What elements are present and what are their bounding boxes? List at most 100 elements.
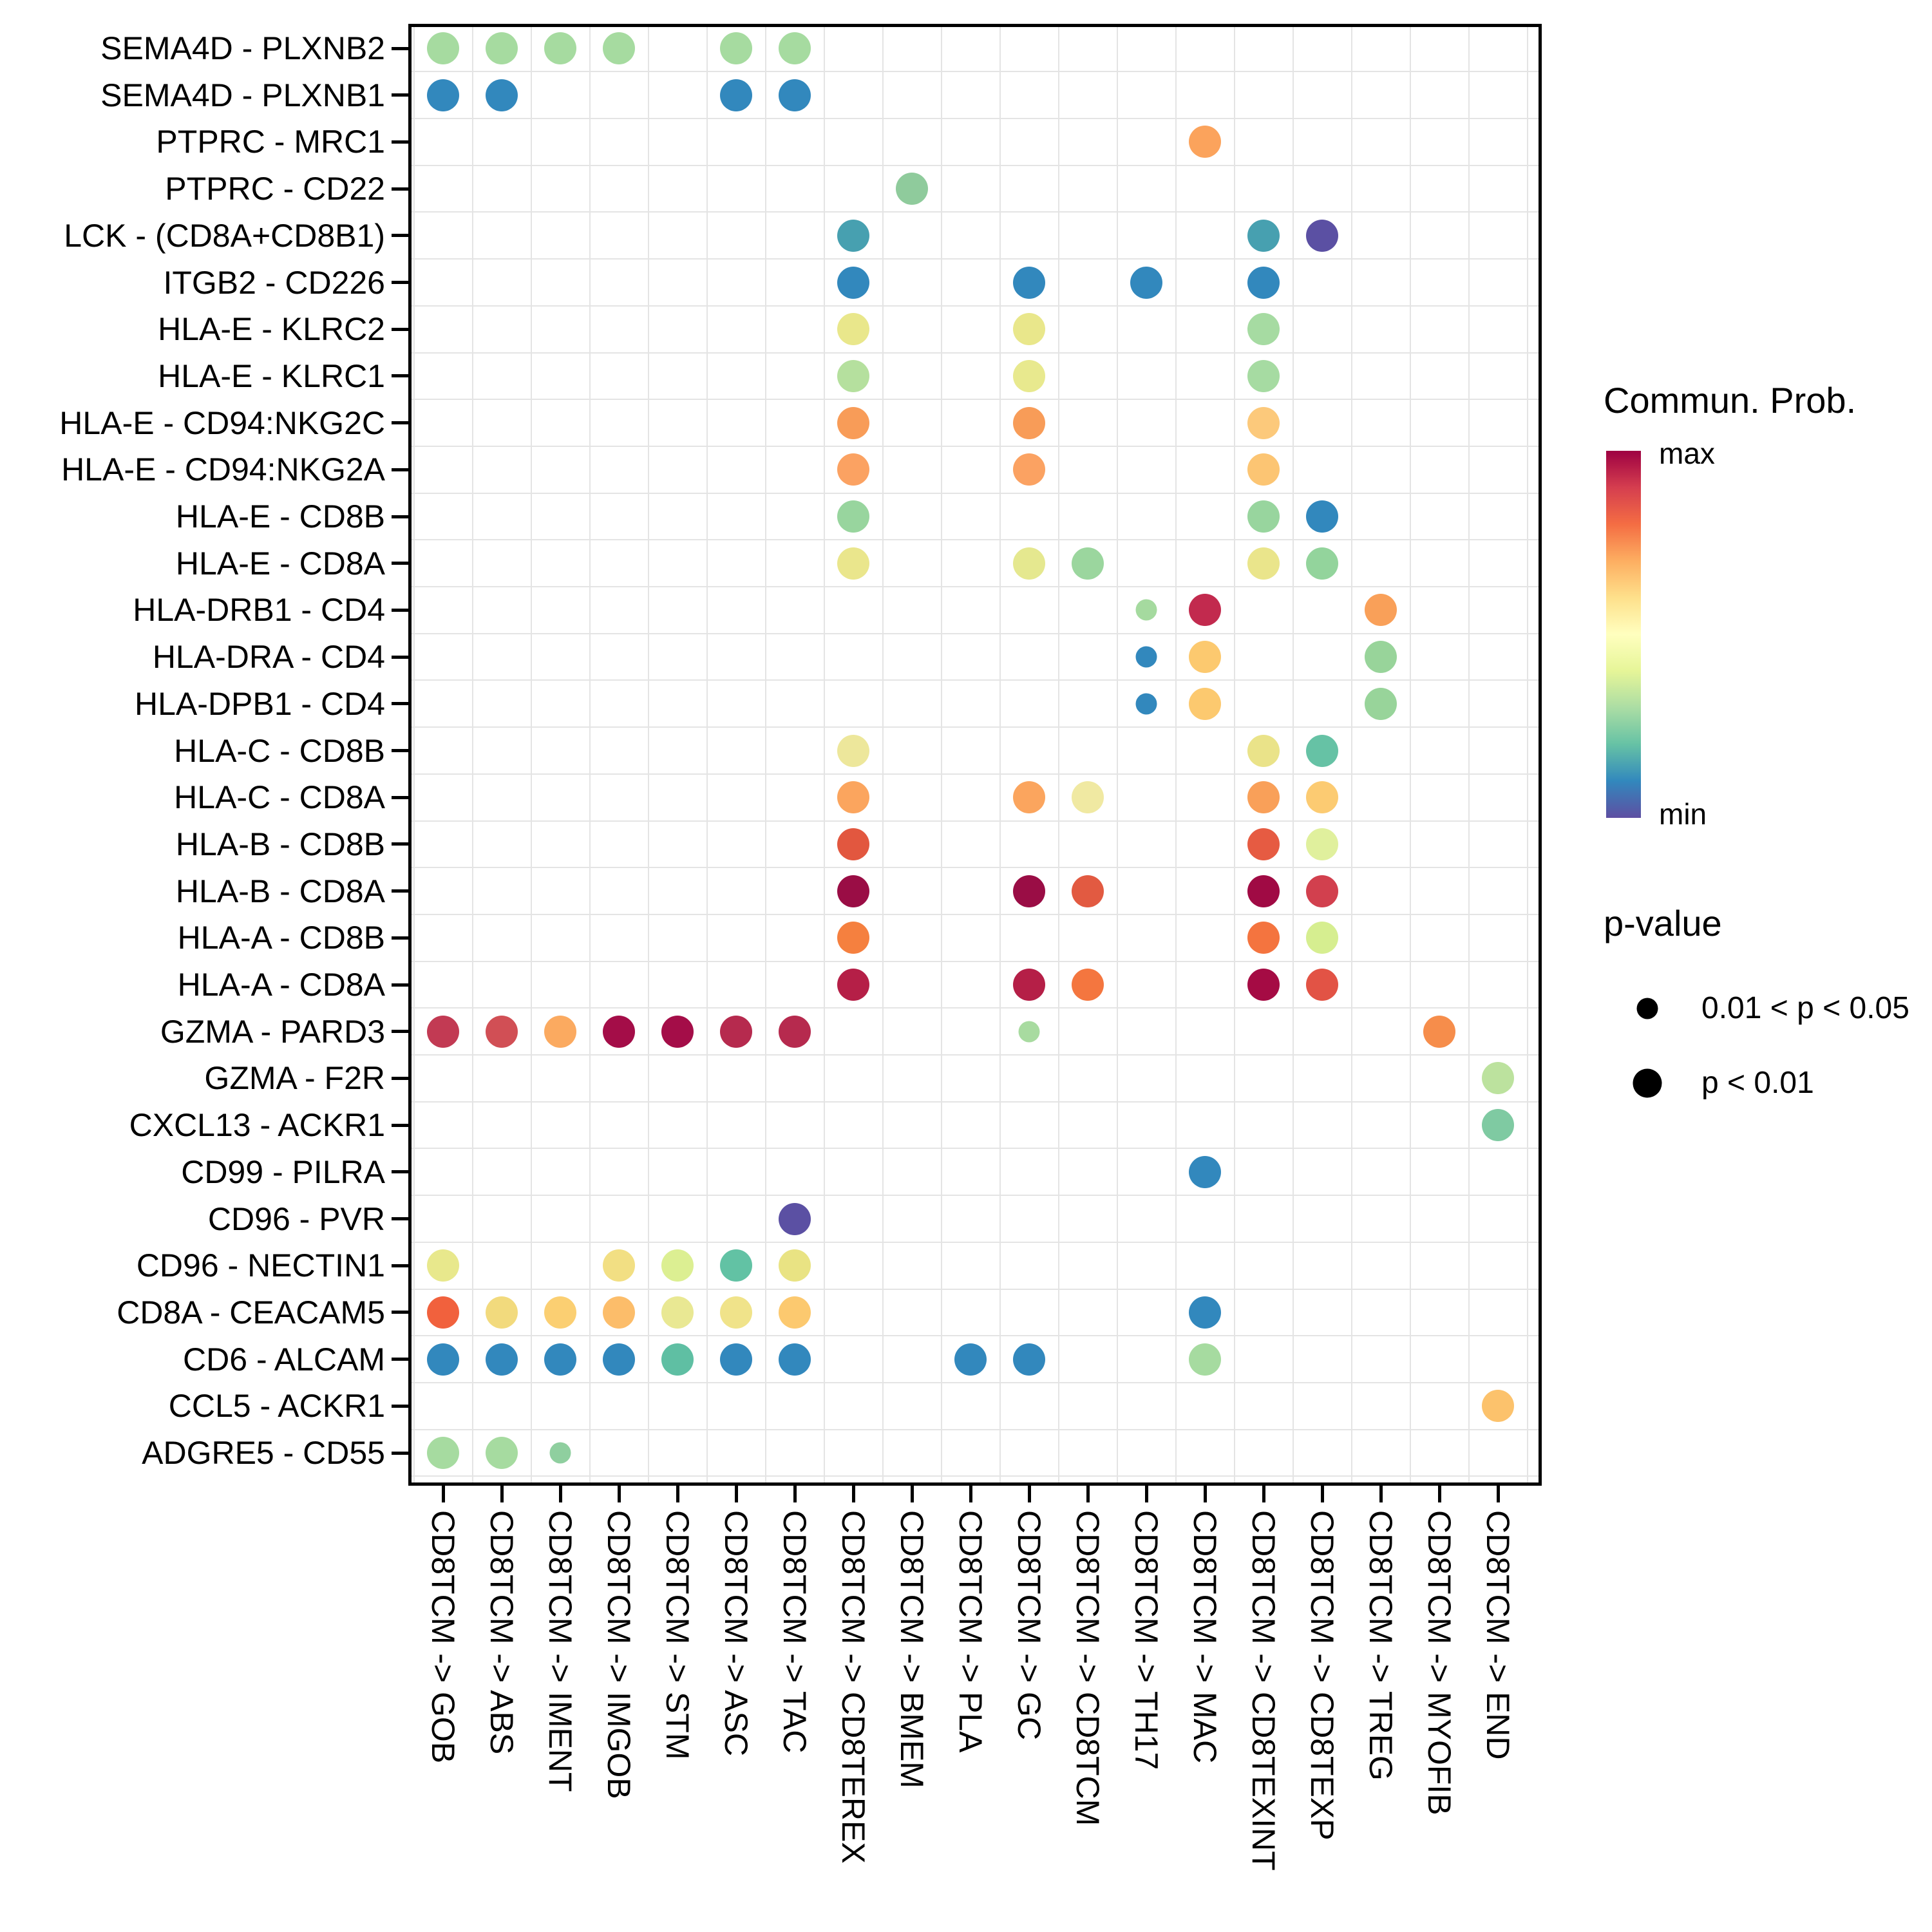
- commun-prob-dot: [720, 1296, 752, 1329]
- y-axis-label: SEMA4D - PLXNB1: [100, 77, 385, 113]
- commun-prob-dot: [779, 1202, 811, 1235]
- commun-prob-dot: [954, 1343, 987, 1376]
- commun-prob-dot: [720, 79, 752, 111]
- y-tick: [392, 187, 408, 191]
- gridline-vertical: [1526, 27, 1528, 1482]
- y-tick: [392, 421, 408, 425]
- commun-prob-dot: [1247, 922, 1280, 954]
- commun-prob-dot: [720, 1343, 752, 1376]
- commun-prob-dot: [427, 1437, 459, 1469]
- commun-prob-dot: [427, 1015, 459, 1048]
- y-axis-label: HLA-E - CD8B: [175, 498, 385, 535]
- y-axis-label: SEMA4D - PLXNB2: [100, 30, 385, 66]
- commun-prob-dot: [1013, 453, 1045, 486]
- gridline-horizontal: [412, 1054, 1539, 1056]
- y-axis-label: ADGRE5 - CD55: [142, 1435, 385, 1471]
- commun-prob-dot: [1482, 1390, 1514, 1423]
- y-tick: [392, 93, 408, 97]
- commun-prob-dot: [1135, 646, 1157, 668]
- x-axis-label: CD8TCM -> PLA: [952, 1510, 989, 1753]
- commun-prob-dot: [1189, 594, 1221, 627]
- y-axis-label: HLA-B - CD8A: [175, 873, 385, 909]
- y-tick: [392, 1451, 408, 1455]
- x-tick: [1437, 1486, 1441, 1502]
- commun-prob-dot: [1130, 266, 1162, 299]
- pvalue-small-dot: [1636, 998, 1658, 1019]
- x-tick: [1027, 1486, 1031, 1502]
- y-axis-label: HLA-C - CD8B: [174, 732, 385, 769]
- gridline-horizontal: [412, 867, 1539, 869]
- commun-prob-dot: [837, 734, 869, 767]
- commun-prob-dot: [486, 1015, 518, 1048]
- commun-prob-dot: [837, 219, 869, 252]
- y-tick: [392, 1404, 408, 1408]
- y-axis-label: LCK - (CD8A+CD8B1): [64, 217, 385, 254]
- gridline-vertical: [823, 27, 825, 1482]
- commun-prob-dot: [720, 1249, 752, 1282]
- commun-prob-dot: [1013, 266, 1045, 299]
- gridline-horizontal: [412, 773, 1539, 775]
- x-tick: [851, 1486, 855, 1502]
- pvalue-small-label: 0.01 < p < 0.05: [1701, 991, 1909, 1025]
- gridline-horizontal: [412, 118, 1539, 120]
- y-axis-label: HLA-DRB1 - CD4: [133, 592, 385, 629]
- commun-prob-dot: [661, 1296, 694, 1329]
- commun-prob-dot: [1013, 313, 1045, 346]
- y-axis-label: CD99 - PILRA: [181, 1153, 385, 1190]
- commun-prob-dot: [1247, 875, 1280, 907]
- commun-prob-dot: [427, 1296, 459, 1329]
- commun-prob-dot: [1072, 781, 1104, 814]
- gridline-horizontal: [412, 1335, 1539, 1337]
- x-axis-label: CD8TCM -> CD8TEXINT: [1245, 1510, 1282, 1871]
- commun-prob-dot: [1247, 969, 1280, 1001]
- commun-prob-dot: [1013, 547, 1045, 580]
- y-tick: [392, 1076, 408, 1080]
- gridline-horizontal: [412, 820, 1539, 822]
- gridline-vertical: [589, 27, 591, 1482]
- x-axis-label: CD8TCM -> MAC: [1187, 1510, 1223, 1764]
- commun-prob-dot: [486, 1343, 518, 1376]
- gridline-horizontal: [412, 352, 1539, 354]
- x-tick: [441, 1486, 445, 1502]
- x-axis-label: CD8TCM -> BMEM: [894, 1510, 930, 1788]
- y-tick: [392, 140, 408, 144]
- commun-prob-dot: [837, 453, 869, 486]
- gridline-horizontal: [412, 586, 1539, 588]
- gridline-horizontal: [412, 1241, 1539, 1243]
- commun-prob-dot: [779, 1343, 811, 1376]
- commun-prob-dot: [1247, 406, 1280, 439]
- commun-prob-dot: [1365, 641, 1397, 674]
- commun-prob-dot: [1189, 1155, 1221, 1188]
- x-tick: [617, 1486, 621, 1502]
- commun-prob-dot: [1189, 641, 1221, 674]
- commun-prob-dot: [837, 875, 869, 907]
- commun-prob-dot: [544, 1015, 576, 1048]
- commun-prob-dot: [1247, 453, 1280, 486]
- y-axis-label: HLA-E - CD8A: [175, 545, 385, 582]
- commun-prob-dot: [1482, 1062, 1514, 1095]
- x-tick: [793, 1486, 797, 1502]
- gridline-horizontal: [412, 1475, 1539, 1477]
- commun-prob-dot: [486, 1296, 518, 1329]
- commun-prob-dot: [1306, 828, 1338, 860]
- x-axis-label: CD8TCM -> ABS: [484, 1510, 520, 1755]
- x-axis-label: CD8TCM -> ASC: [718, 1510, 754, 1757]
- gridline-vertical: [1116, 27, 1118, 1482]
- gridline-vertical: [1233, 27, 1235, 1482]
- colorbar-gradient: [1606, 451, 1641, 818]
- colorbar-max-label: max: [1659, 437, 1715, 470]
- y-tick: [392, 749, 408, 752]
- commun-prob-dot: [779, 79, 811, 111]
- y-axis-label: CXCL13 - ACKR1: [129, 1107, 385, 1144]
- commun-prob-dot: [779, 1296, 811, 1329]
- gridline-vertical: [764, 27, 766, 1482]
- gridline-vertical: [1175, 27, 1177, 1482]
- gridline-horizontal: [412, 539, 1539, 541]
- gridline-horizontal: [412, 1288, 1539, 1290]
- y-tick: [392, 655, 408, 659]
- gridline-horizontal: [412, 1381, 1539, 1383]
- gridline-horizontal: [412, 258, 1539, 260]
- commun-prob-dot: [603, 1015, 635, 1048]
- x-axis-label: CD8TCM -> CD8TEREX: [835, 1510, 871, 1864]
- commun-prob-dot: [1013, 875, 1045, 907]
